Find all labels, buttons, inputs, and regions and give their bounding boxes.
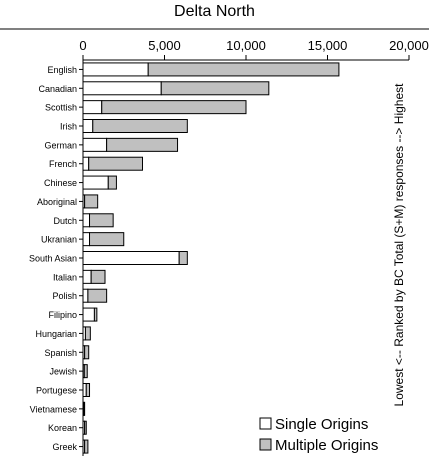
bar-single-origins xyxy=(82,119,94,133)
bar-single-origins xyxy=(82,307,95,322)
category-label: Polish xyxy=(52,291,77,301)
legend-label: Single Origins xyxy=(275,416,368,433)
x-tick-label: 0 xyxy=(79,38,86,53)
bar-single-origins xyxy=(82,156,90,171)
category-label: Chinese xyxy=(44,178,77,188)
bar-single-origins xyxy=(82,251,180,265)
chart-title: Delta North xyxy=(174,3,255,20)
legend-swatch xyxy=(259,438,272,451)
bar-multiple-origins xyxy=(88,156,143,171)
bar-single-origins xyxy=(82,62,149,77)
category-label: Jewish xyxy=(49,367,77,377)
bar-single-origins xyxy=(82,137,108,152)
category-label: Italian xyxy=(53,272,77,282)
bar-multiple-origins xyxy=(92,119,188,133)
bar-single-origins xyxy=(82,232,91,247)
category-label: French xyxy=(49,159,77,169)
category-label: Korean xyxy=(48,423,77,433)
bar-multiple-origins xyxy=(107,175,117,190)
category-label: Ukranian xyxy=(41,235,77,245)
bar-multiple-origins xyxy=(83,401,86,416)
bar-multiple-origins xyxy=(101,100,247,115)
bar-single-origins xyxy=(82,213,91,228)
bar-multiple-origins xyxy=(160,81,270,96)
bar-multiple-origins xyxy=(106,137,179,152)
category-label: Portugese xyxy=(36,386,77,396)
category-label: Dutch xyxy=(53,216,77,226)
bar-multiple-origins xyxy=(87,288,108,303)
bar-multiple-origins xyxy=(147,62,340,77)
bar-multiple-origins xyxy=(84,420,87,435)
bar-multiple-origins xyxy=(89,232,125,247)
category-label: Vietnamese xyxy=(30,404,77,414)
x-tick-label: 10,000 xyxy=(226,38,266,53)
category-label: Hungarian xyxy=(35,329,77,339)
category-label: South Asian xyxy=(29,254,77,264)
bar-multiple-origins xyxy=(178,251,188,265)
x-tick-label: 20,000 xyxy=(389,38,429,53)
x-tick-label: 5,000 xyxy=(148,38,181,53)
category-label: Irish xyxy=(60,122,77,132)
category-label: Scottish xyxy=(45,103,77,113)
legend-label: Multiple Origins xyxy=(275,437,378,454)
category-label: German xyxy=(44,140,77,150)
y-axis-label: Lowest <-- Ranked by BC Total (S+M) resp… xyxy=(392,83,406,407)
category-label: Canadian xyxy=(38,84,77,94)
bar-multiple-origins xyxy=(84,326,91,341)
legend-swatch xyxy=(259,417,272,430)
bar-multiple-origins xyxy=(84,345,90,360)
bar-multiple-origins xyxy=(90,269,106,284)
bar-multiple-origins xyxy=(85,383,91,397)
category-label: Spanish xyxy=(44,348,77,358)
bar-multiple-origins xyxy=(84,439,89,454)
bar-multiple-origins xyxy=(83,364,88,379)
bar-multiple-origins xyxy=(89,213,114,228)
bar-single-origins xyxy=(82,175,109,190)
category-label: Aboriginal xyxy=(37,197,77,207)
bar-single-origins xyxy=(82,269,92,284)
bar-single-origins xyxy=(82,288,89,303)
bar-multiple-origins xyxy=(84,194,99,209)
bar-multiple-origins xyxy=(93,307,98,322)
bar-single-origins xyxy=(82,81,162,96)
category-label: English xyxy=(47,65,77,75)
category-label: Greek xyxy=(52,442,77,452)
category-label: Filipino xyxy=(48,310,77,320)
x-tick-label: 15,000 xyxy=(308,38,348,53)
bar-single-origins xyxy=(82,100,103,115)
